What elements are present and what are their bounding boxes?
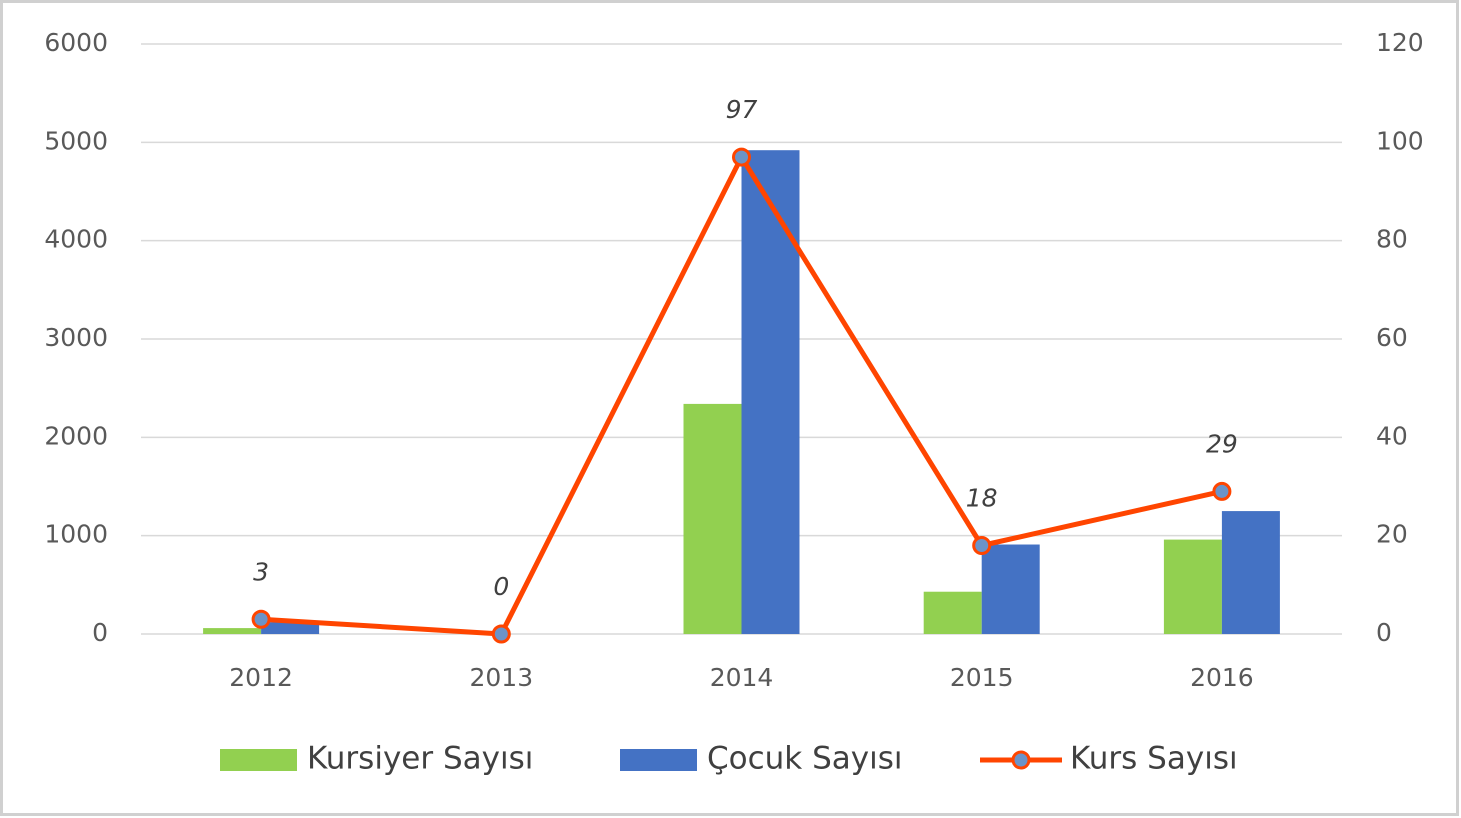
x-tick-label: 2013 xyxy=(469,663,533,692)
y-tick-label: 5000 xyxy=(44,126,108,155)
data-label: 3 xyxy=(253,557,269,586)
y-tick-label: 1000 xyxy=(44,520,108,549)
bar xyxy=(1221,511,1280,634)
y2-tick-label: 20 xyxy=(1376,520,1408,549)
x-tick-label: 2015 xyxy=(950,663,1014,692)
y2-tick-label: 100 xyxy=(1376,126,1424,155)
marker xyxy=(491,624,511,644)
marker xyxy=(1212,481,1232,501)
x-tick-label: 2016 xyxy=(1190,663,1254,692)
y-tick-label: 0 xyxy=(92,618,108,647)
y2-tick-label: 40 xyxy=(1376,421,1408,450)
y-tick-label: 6000 xyxy=(44,28,108,57)
bar xyxy=(923,591,982,634)
y-tick-label: 3000 xyxy=(44,323,108,352)
data-label: 29 xyxy=(1206,429,1238,458)
bar xyxy=(203,628,262,634)
legend-label: Çocuk Sayısı xyxy=(707,741,903,777)
bar xyxy=(683,403,742,634)
marker xyxy=(732,147,751,167)
x-tick-label: 2014 xyxy=(710,663,774,692)
marker xyxy=(251,609,271,629)
legend-swatch xyxy=(620,749,697,771)
bar xyxy=(741,150,800,634)
bar xyxy=(261,622,320,634)
data-label: 18 xyxy=(966,484,998,513)
bar xyxy=(981,544,1040,634)
y2-tick-label: 0 xyxy=(1376,618,1392,647)
y2-tick-label: 80 xyxy=(1376,225,1408,254)
y2-tick-label: 60 xyxy=(1376,323,1408,352)
legend-swatch xyxy=(220,749,297,771)
y2-tick-label: 120 xyxy=(1376,28,1424,57)
legend-marker xyxy=(1011,750,1031,770)
legend-label: Kursiyer Sayısı xyxy=(307,741,533,777)
y-tick-label: 4000 xyxy=(44,225,108,254)
data-label: 0 xyxy=(493,572,509,601)
data-label: 97 xyxy=(726,95,758,124)
legend-label: Kurs Sayısı xyxy=(1070,741,1238,777)
x-tick-label: 2012 xyxy=(229,663,293,692)
bar xyxy=(1163,539,1222,634)
y-tick-label: 2000 xyxy=(44,421,108,450)
marker xyxy=(972,536,992,555)
